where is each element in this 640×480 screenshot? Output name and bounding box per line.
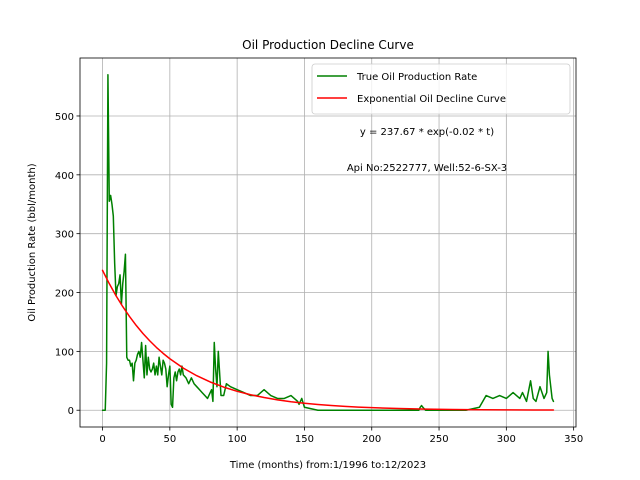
- x-tick-label: 300: [497, 434, 516, 445]
- well-annotation: Api No:2522777, Well:52-6-SX-3: [347, 163, 507, 174]
- x-tick-label: 0: [99, 434, 105, 445]
- y-axis-label: Oil Production Rate (bbl/month): [27, 163, 38, 321]
- exponential-decline-curve-line: [101, 269, 555, 411]
- x-axis-label: Time (months) from:1/1996 to:12/2023: [229, 460, 426, 471]
- x-tick-label: 50: [163, 434, 176, 445]
- legend-box: [311, 63, 571, 115]
- x-tick-label: 200: [362, 434, 381, 445]
- x-tick-label: 250: [429, 434, 448, 445]
- equation-annotation: y = 237.67 * exp(-0.02 * t): [360, 127, 494, 138]
- x-tick-label: 150: [295, 434, 314, 445]
- series-layer: [101, 74, 555, 411]
- axis-ticks: 0 50 100 150 200 250 300 350 0 100 200 300 400 500: [55, 112, 583, 445]
- gridlines: [80, 58, 576, 427]
- y-tick-label: 0: [68, 406, 74, 417]
- legend-label-decline-curve: Exponential Oil Decline Curve: [357, 94, 506, 105]
- x-tick-label: 350: [564, 434, 583, 445]
- y-tick-label: 200: [55, 289, 74, 300]
- y-tick-label: 400: [55, 171, 74, 182]
- legend-label-true-rate: True Oil Production Rate: [356, 72, 477, 83]
- y-tick-label: 500: [55, 112, 74, 123]
- x-tick-label: 100: [228, 434, 247, 445]
- y-tick-label: 100: [55, 347, 74, 358]
- plot-frame: [79, 57, 577, 428]
- chart-title: Oil Production Decline Curve: [242, 38, 414, 52]
- legend: True Oil Production Rate Exponential Oil…: [311, 63, 571, 115]
- y-tick-label: 300: [55, 230, 74, 241]
- true-oil-production-rate-line: [101, 74, 555, 411]
